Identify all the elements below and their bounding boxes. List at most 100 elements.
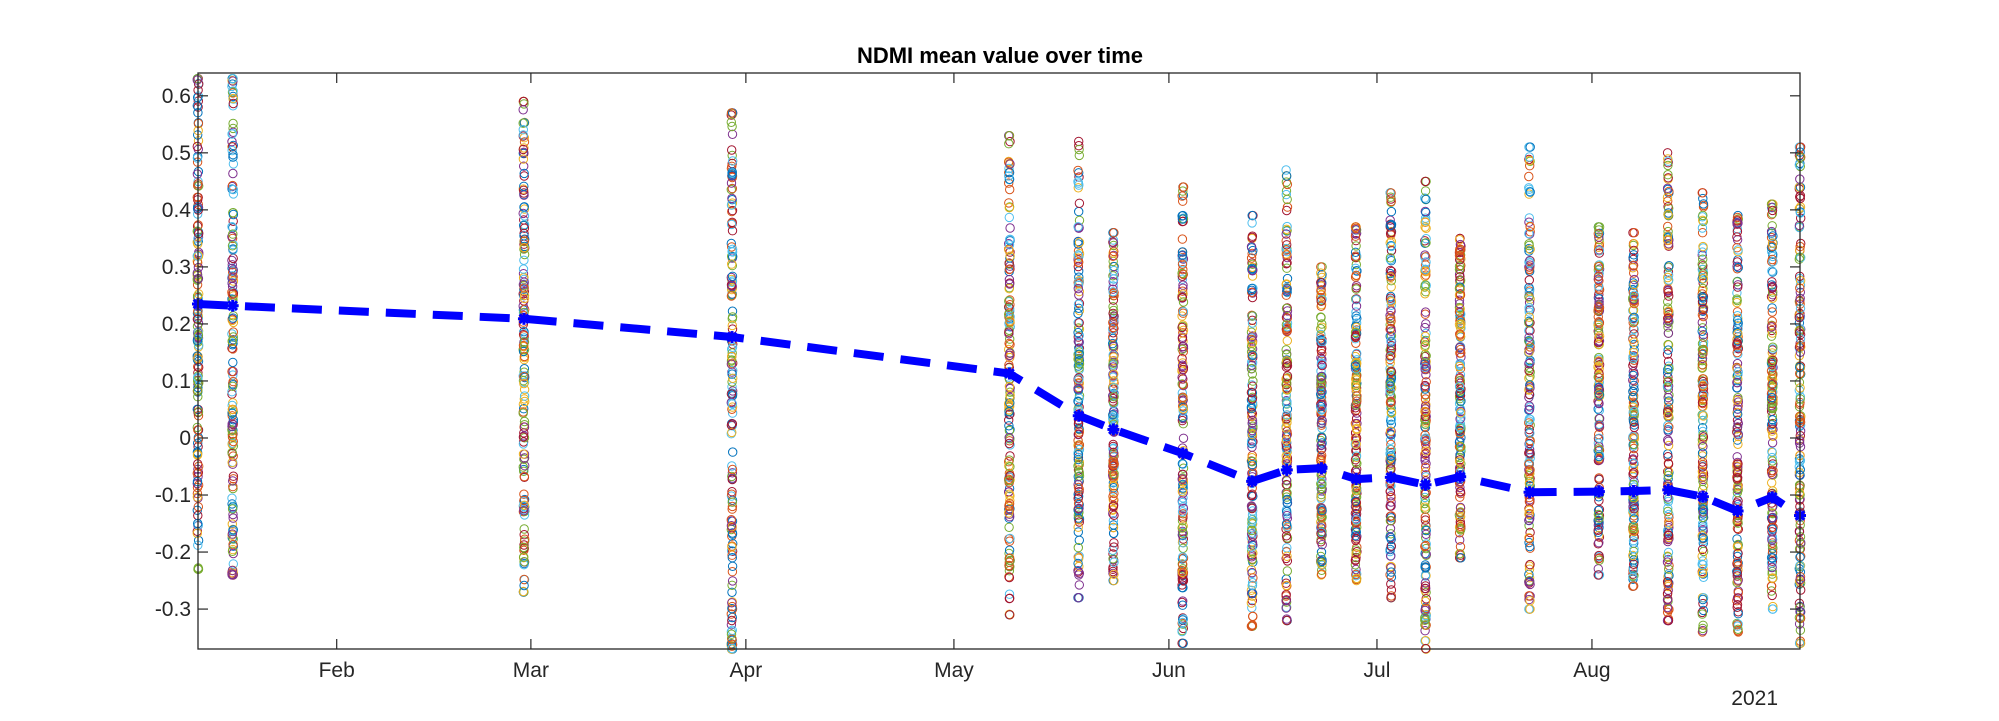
scatter-point	[1247, 620, 1258, 630]
scatter-point	[1697, 323, 1708, 333]
scatter-point	[1177, 268, 1187, 278]
scatter-point	[1248, 548, 1258, 558]
scatter-point	[1108, 302, 1118, 312]
scatter-point	[727, 461, 737, 471]
scatter-point	[1282, 445, 1292, 456]
mean-marker	[1280, 463, 1293, 476]
x-tick-label: Mar	[513, 659, 549, 682]
scatter-point	[1768, 459, 1778, 469]
scatter-point	[1663, 154, 1673, 164]
scatter-point	[1455, 492, 1465, 502]
scatter-point	[1073, 566, 1083, 576]
scatter-point	[1420, 289, 1430, 299]
scatter-point	[1794, 160, 1805, 170]
scatter-point	[1109, 538, 1119, 548]
scatter-point	[1351, 332, 1361, 342]
scatter-point	[228, 525, 239, 535]
scatter-point	[1767, 461, 1778, 472]
scatter-point	[1698, 269, 1708, 279]
scatter-point	[227, 340, 238, 350]
scatter-point	[1351, 514, 1361, 524]
scatter-point	[1766, 586, 1777, 596]
scatter-point	[1524, 520, 1534, 531]
scatter-point	[1177, 191, 1187, 201]
scatter-point	[1524, 171, 1534, 182]
scatter-point	[1074, 303, 1084, 313]
scatter-point	[1282, 384, 1292, 395]
scatter-point	[228, 559, 239, 569]
mean-marker	[726, 331, 738, 344]
scatter-point	[228, 140, 239, 151]
scatter-point	[1697, 360, 1708, 370]
scatter-point	[1697, 289, 1707, 299]
scatter-point	[227, 546, 238, 556]
scatter-point	[1316, 483, 1327, 494]
mean-marker	[1384, 471, 1397, 484]
scatter-point	[1351, 491, 1361, 502]
scatter-point	[1766, 242, 1777, 253]
scatter-point	[1697, 397, 1708, 408]
scatter-point	[1697, 472, 1708, 482]
scatter-point	[1628, 416, 1639, 426]
scatter-point	[1455, 549, 1465, 559]
scatter-point	[228, 436, 239, 447]
scatter-point	[1004, 198, 1014, 208]
scatter-point	[1593, 525, 1603, 535]
scatter-point	[1420, 419, 1431, 429]
mean-marker	[1454, 470, 1467, 483]
scatter-point	[1074, 423, 1084, 433]
scatter-point	[519, 345, 530, 355]
scatter-point	[1697, 544, 1708, 555]
scatter-point	[1524, 332, 1534, 342]
scatter-point	[1178, 615, 1188, 625]
scatter-point	[1768, 553, 1778, 563]
y-tick-label: 0.5	[162, 142, 191, 165]
scatter-point	[1177, 459, 1188, 469]
scatter-point	[1108, 356, 1118, 366]
scatter-point	[1385, 293, 1396, 303]
scatter-point	[1108, 281, 1118, 291]
scatter-point	[1004, 264, 1014, 275]
scatter-point	[1316, 286, 1326, 296]
scatter-point	[1073, 527, 1084, 537]
y-tick-label: 0.6	[162, 85, 191, 108]
scatter-point	[519, 290, 530, 301]
scatter-point	[1073, 558, 1083, 569]
scatter-point	[1316, 547, 1327, 557]
scatter-point	[227, 87, 238, 97]
scatter-point	[1073, 454, 1084, 465]
scatter-point	[1663, 339, 1673, 350]
scatter-point	[1524, 537, 1534, 548]
scatter-point	[1352, 423, 1362, 434]
scatter-point	[1281, 362, 1292, 372]
scatter-point	[1733, 587, 1744, 598]
scatter-point	[1454, 302, 1465, 313]
scatter-column	[1177, 182, 1189, 648]
scatter-column	[1316, 262, 1327, 580]
scatter-point	[194, 362, 204, 372]
scatter-point	[1697, 247, 1708, 257]
scatter-point	[1594, 225, 1604, 235]
scatter-point	[727, 427, 737, 438]
scatter-point	[1768, 342, 1778, 352]
scatter-point	[1456, 521, 1466, 532]
scatter-point	[1352, 573, 1362, 584]
scatter-point	[228, 526, 238, 536]
mean-marker	[1662, 483, 1675, 496]
scatter-point	[1385, 386, 1395, 396]
scatter-point	[1768, 256, 1778, 267]
scatter-point	[228, 152, 238, 162]
scatter-point	[1664, 363, 1674, 374]
scatter-point	[1074, 487, 1084, 497]
scatter-point	[1178, 297, 1189, 307]
scatter-point	[1282, 205, 1292, 216]
scatter-point	[1698, 254, 1708, 264]
scatter-point	[1247, 453, 1257, 463]
scatter-point	[727, 399, 738, 409]
scatter-point	[518, 408, 528, 418]
scatter-point	[1594, 555, 1605, 565]
scatter-point	[1386, 266, 1397, 277]
scatter-point	[519, 552, 529, 562]
scatter-point	[1662, 595, 1673, 605]
scatter-point	[1698, 507, 1709, 517]
